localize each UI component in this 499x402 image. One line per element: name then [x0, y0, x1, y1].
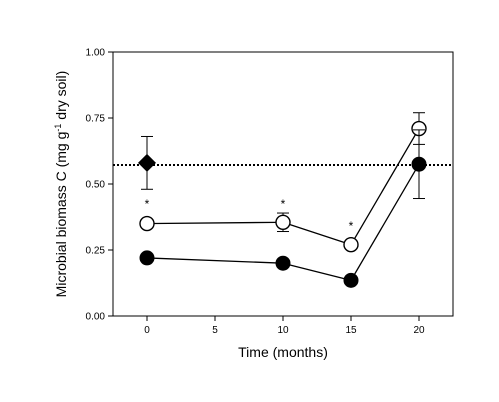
y-axis-title: Microbial biomass C (mg g-1 dry soil) [53, 71, 69, 298]
y-tick-label: 0.00 [86, 312, 106, 323]
data-point-filled-circle [343, 272, 359, 288]
series-line-segment [350, 163, 420, 281]
significance-marker: * [281, 197, 286, 211]
data-point-open-circle [343, 237, 359, 253]
plot-frame [112, 51, 454, 317]
series-line-segment [353, 134, 417, 240]
y-tick-label: 0.25 [86, 246, 106, 257]
x-tick-label: 20 [413, 325, 425, 336]
y-tick-label: 0.75 [86, 114, 106, 125]
x-tick-label: 0 [144, 325, 150, 336]
significance-marker: * [349, 219, 354, 233]
series-line-segment [146, 257, 284, 264]
x-tick-label: 15 [345, 325, 357, 336]
series-group [138, 112, 427, 288]
series-line-segment [282, 262, 352, 281]
y-tick-label: 0.50 [86, 180, 106, 191]
y-axis-title-superscript: -1 [53, 124, 63, 132]
y-tick-label: 1.00 [86, 48, 106, 59]
x-tick-label: 5 [212, 325, 218, 336]
x-axis-title: Time (months) [238, 344, 328, 360]
chart-axes: 0 5 10 15 20 0.00 0.25 0.50 0.75 1.00 [86, 48, 454, 336]
series-line-segment [289, 223, 345, 244]
x-tick-label: 10 [277, 325, 289, 336]
data-point-filled-circle [411, 156, 427, 172]
series-line-segment [153, 221, 277, 225]
data-point-open-circle [139, 215, 155, 232]
y-axis-title-rest: dry soil) [53, 71, 69, 124]
y-axis-title-main: Microbial biomass C (mg g [53, 132, 69, 298]
data-point-filled-circle [275, 255, 291, 271]
significance-marker: * [145, 197, 150, 211]
data-point-diamond [138, 153, 156, 172]
data-point-filled-circle [139, 250, 155, 266]
data-point-open-circle [275, 214, 291, 230]
annotations-group: * * * [145, 197, 354, 233]
